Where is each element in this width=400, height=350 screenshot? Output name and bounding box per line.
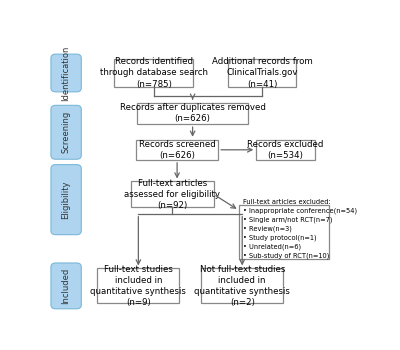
Text: Full-text articles excluded:
• Inappropriate conference(n=54)
• Single arm/not R: Full-text articles excluded: • Inappropr… xyxy=(243,199,357,259)
FancyBboxPatch shape xyxy=(131,181,214,207)
Text: Not full-text studies
included in
quantitative synthesis
(n=2): Not full-text studies included in quanti… xyxy=(194,265,290,307)
FancyBboxPatch shape xyxy=(201,268,283,303)
Text: Full-text studies
included in
quantitative synthesis
(n=9): Full-text studies included in quantitati… xyxy=(90,265,186,307)
FancyBboxPatch shape xyxy=(51,54,81,92)
FancyBboxPatch shape xyxy=(97,268,180,303)
FancyBboxPatch shape xyxy=(239,205,329,259)
Text: Full-text articles
assessed for eligibility
(n=92): Full-text articles assessed for eligibil… xyxy=(124,178,220,210)
Text: Screening: Screening xyxy=(62,111,71,153)
Text: Identification: Identification xyxy=(62,45,71,101)
FancyBboxPatch shape xyxy=(137,103,248,124)
Text: Records excluded
(n=534): Records excluded (n=534) xyxy=(248,140,324,160)
FancyBboxPatch shape xyxy=(114,59,193,87)
FancyBboxPatch shape xyxy=(256,140,315,160)
Text: Eligibility: Eligibility xyxy=(62,180,71,219)
Text: Additional records from
ClinicalTrials.gov
(n=41): Additional records from ClinicalTrials.g… xyxy=(212,57,313,89)
FancyBboxPatch shape xyxy=(228,59,296,87)
FancyBboxPatch shape xyxy=(136,140,218,160)
Text: Records identified
through database search
(n=785): Records identified through database sear… xyxy=(100,57,208,89)
Text: Included: Included xyxy=(62,268,71,304)
Text: Records after duplicates removed
(n=626): Records after duplicates removed (n=626) xyxy=(120,103,266,124)
FancyBboxPatch shape xyxy=(51,263,81,309)
FancyBboxPatch shape xyxy=(51,105,81,159)
FancyBboxPatch shape xyxy=(51,164,81,235)
Text: Records screened
(n=626): Records screened (n=626) xyxy=(139,140,216,160)
